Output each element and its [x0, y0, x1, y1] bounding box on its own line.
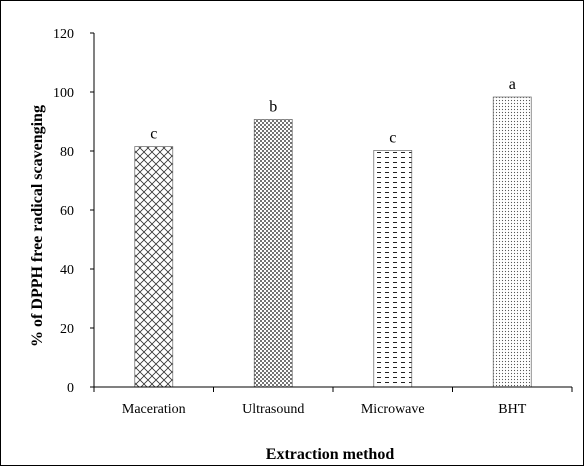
x-tick-label: BHT [498, 402, 526, 417]
bar-ultrasound [253, 119, 293, 388]
significance-letter: a [509, 76, 516, 93]
y-tick-label: 120 [53, 27, 74, 42]
y-tick-label: 100 [53, 86, 74, 101]
x-axis-title: Extraction method [266, 446, 395, 463]
bar-maceration [134, 146, 174, 388]
y-axis: 0 20 40 60 80 100 120 [53, 27, 95, 396]
y-tick-label: 60 [60, 204, 74, 219]
bar-microwave [373, 150, 413, 388]
x-tick-label: Ultrasound [242, 402, 304, 417]
y-tick-label: 0 [67, 381, 74, 396]
significance-letter: c [389, 129, 396, 146]
y-tick-label: 20 [60, 322, 74, 337]
bars: c b c a [134, 76, 532, 388]
x-axis: Maceration Ultrasound Microwave BHT [93, 386, 573, 417]
y-tick-label: 80 [60, 145, 74, 160]
x-tick-label: Maceration [122, 402, 186, 417]
significance-letter: c [150, 126, 157, 143]
bar-bht [492, 96, 532, 388]
y-axis-title: % of DPPH free radical scavenging [29, 105, 46, 347]
x-tick-label: Microwave [361, 402, 425, 417]
significance-letter: b [269, 98, 277, 115]
y-tick-label: 40 [60, 263, 74, 278]
